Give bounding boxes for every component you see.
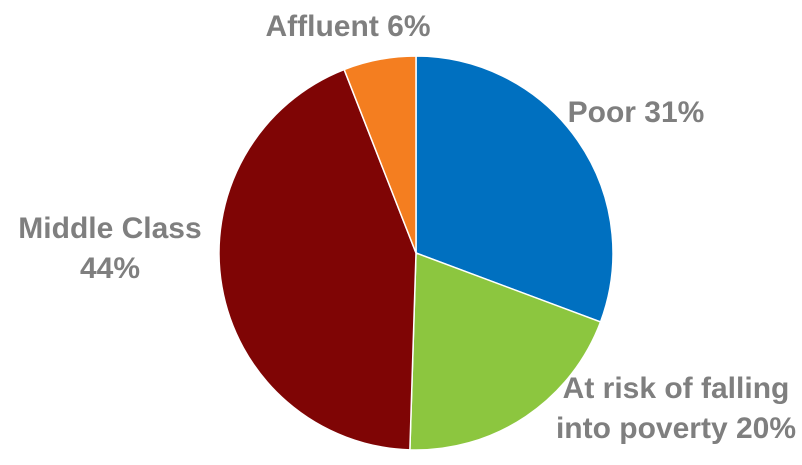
pie-label-line: Middle Class — [18, 212, 201, 245]
pie-slice-middle-class — [218, 68, 417, 451]
pie-label-affluent: Affluent 6% — [266, 10, 431, 43]
pie-labels: Poor 31% At risk of falling into poverty 2… — [18, 10, 796, 445]
pie-slice-poor — [415, 55, 614, 323]
pie-slice-affluent — [343, 55, 417, 254]
pie-label-line: At risk of falling — [563, 372, 790, 405]
pie-label-poor: Poor 31% — [568, 96, 705, 129]
pie-label-line: Affluent 6% — [266, 10, 431, 43]
pie-label-line: 44% — [80, 252, 140, 285]
pie-label-at-risk-of-falling-into-poverty: At risk of falling into poverty 20% — [556, 372, 796, 445]
pie-slices — [218, 55, 614, 451]
pie-label-line: Poor 31% — [568, 96, 705, 129]
pie-label-middle-class: Middle Class 44% — [18, 212, 201, 285]
pie-label-line: into poverty 20% — [556, 412, 796, 445]
pie-slice-at-risk-of-falling-into-poverty — [409, 251, 602, 451]
